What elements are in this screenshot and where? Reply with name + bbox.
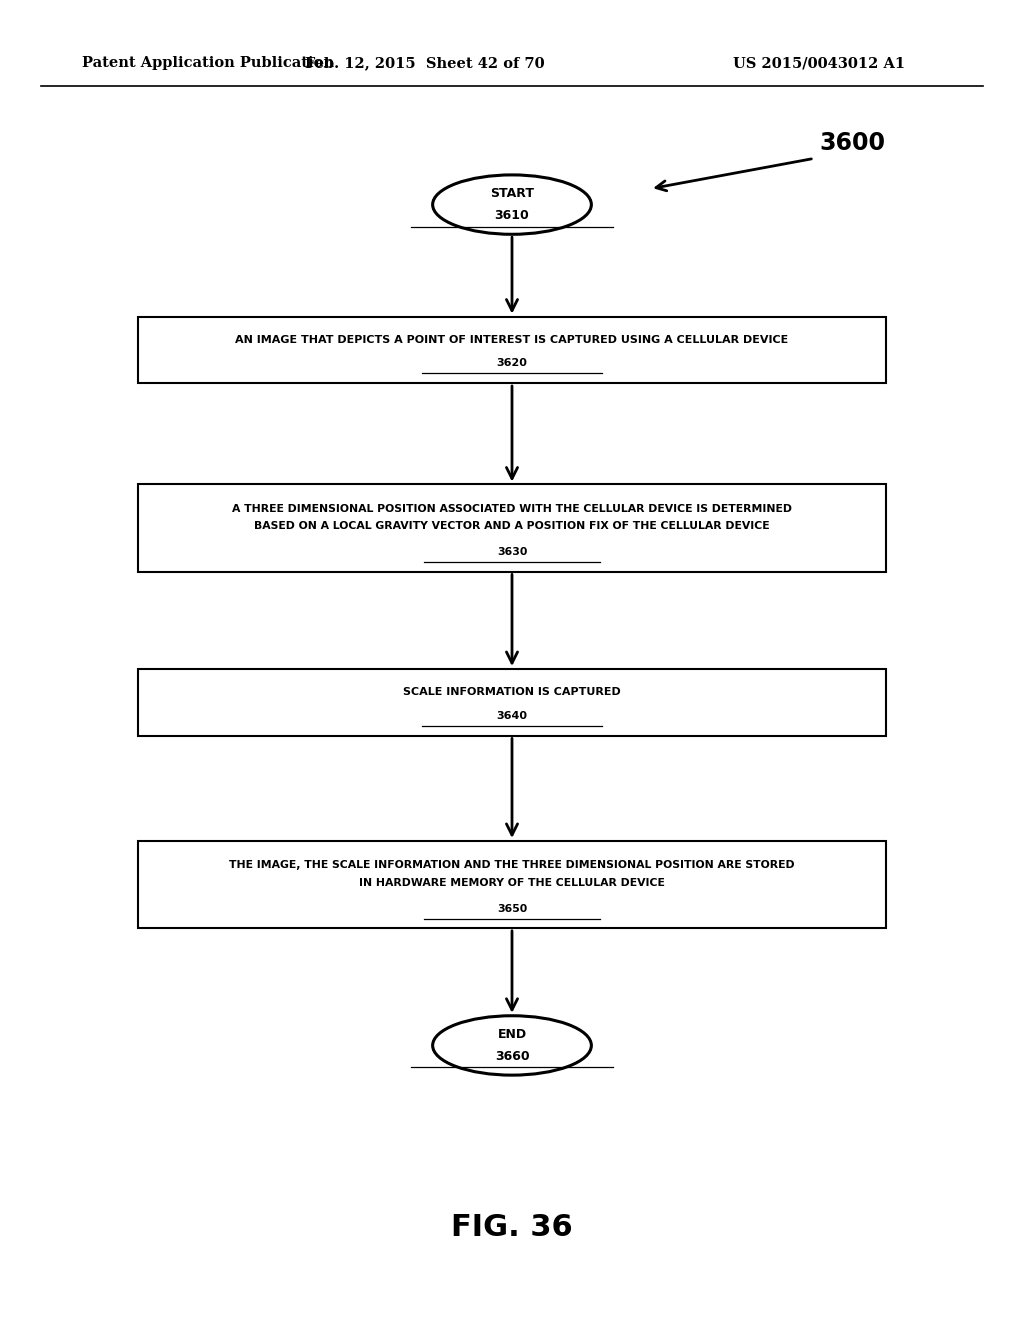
Text: 3640: 3640 xyxy=(497,710,527,721)
Text: 3600: 3600 xyxy=(819,131,885,154)
Text: A THREE DIMENSIONAL POSITION ASSOCIATED WITH THE CELLULAR DEVICE IS DETERMINED: A THREE DIMENSIONAL POSITION ASSOCIATED … xyxy=(232,504,792,513)
Text: THE IMAGE, THE SCALE INFORMATION AND THE THREE DIMENSIONAL POSITION ARE STORED: THE IMAGE, THE SCALE INFORMATION AND THE… xyxy=(229,861,795,870)
Text: BASED ON A LOCAL GRAVITY VECTOR AND A POSITION FIX OF THE CELLULAR DEVICE: BASED ON A LOCAL GRAVITY VECTOR AND A PO… xyxy=(254,521,770,531)
Text: 3610: 3610 xyxy=(495,209,529,222)
Text: START: START xyxy=(490,187,534,201)
Bar xyxy=(138,317,886,383)
Text: AN IMAGE THAT DEPICTS A POINT OF INTEREST IS CAPTURED USING A CELLULAR DEVICE: AN IMAGE THAT DEPICTS A POINT OF INTERES… xyxy=(236,335,788,345)
Text: FIG. 36: FIG. 36 xyxy=(452,1213,572,1242)
Text: Patent Application Publication: Patent Application Publication xyxy=(82,57,334,70)
Text: US 2015/0043012 A1: US 2015/0043012 A1 xyxy=(733,57,905,70)
Bar xyxy=(138,669,886,735)
Text: Feb. 12, 2015  Sheet 42 of 70: Feb. 12, 2015 Sheet 42 of 70 xyxy=(305,57,545,70)
Text: 3650: 3650 xyxy=(497,904,527,913)
Text: 3660: 3660 xyxy=(495,1049,529,1063)
Text: 3620: 3620 xyxy=(497,358,527,368)
Bar xyxy=(138,484,886,572)
Text: SCALE INFORMATION IS CAPTURED: SCALE INFORMATION IS CAPTURED xyxy=(403,688,621,697)
Text: 3630: 3630 xyxy=(497,548,527,557)
Text: END: END xyxy=(498,1028,526,1041)
Text: IN HARDWARE MEMORY OF THE CELLULAR DEVICE: IN HARDWARE MEMORY OF THE CELLULAR DEVIC… xyxy=(359,878,665,887)
Bar xyxy=(138,841,886,928)
